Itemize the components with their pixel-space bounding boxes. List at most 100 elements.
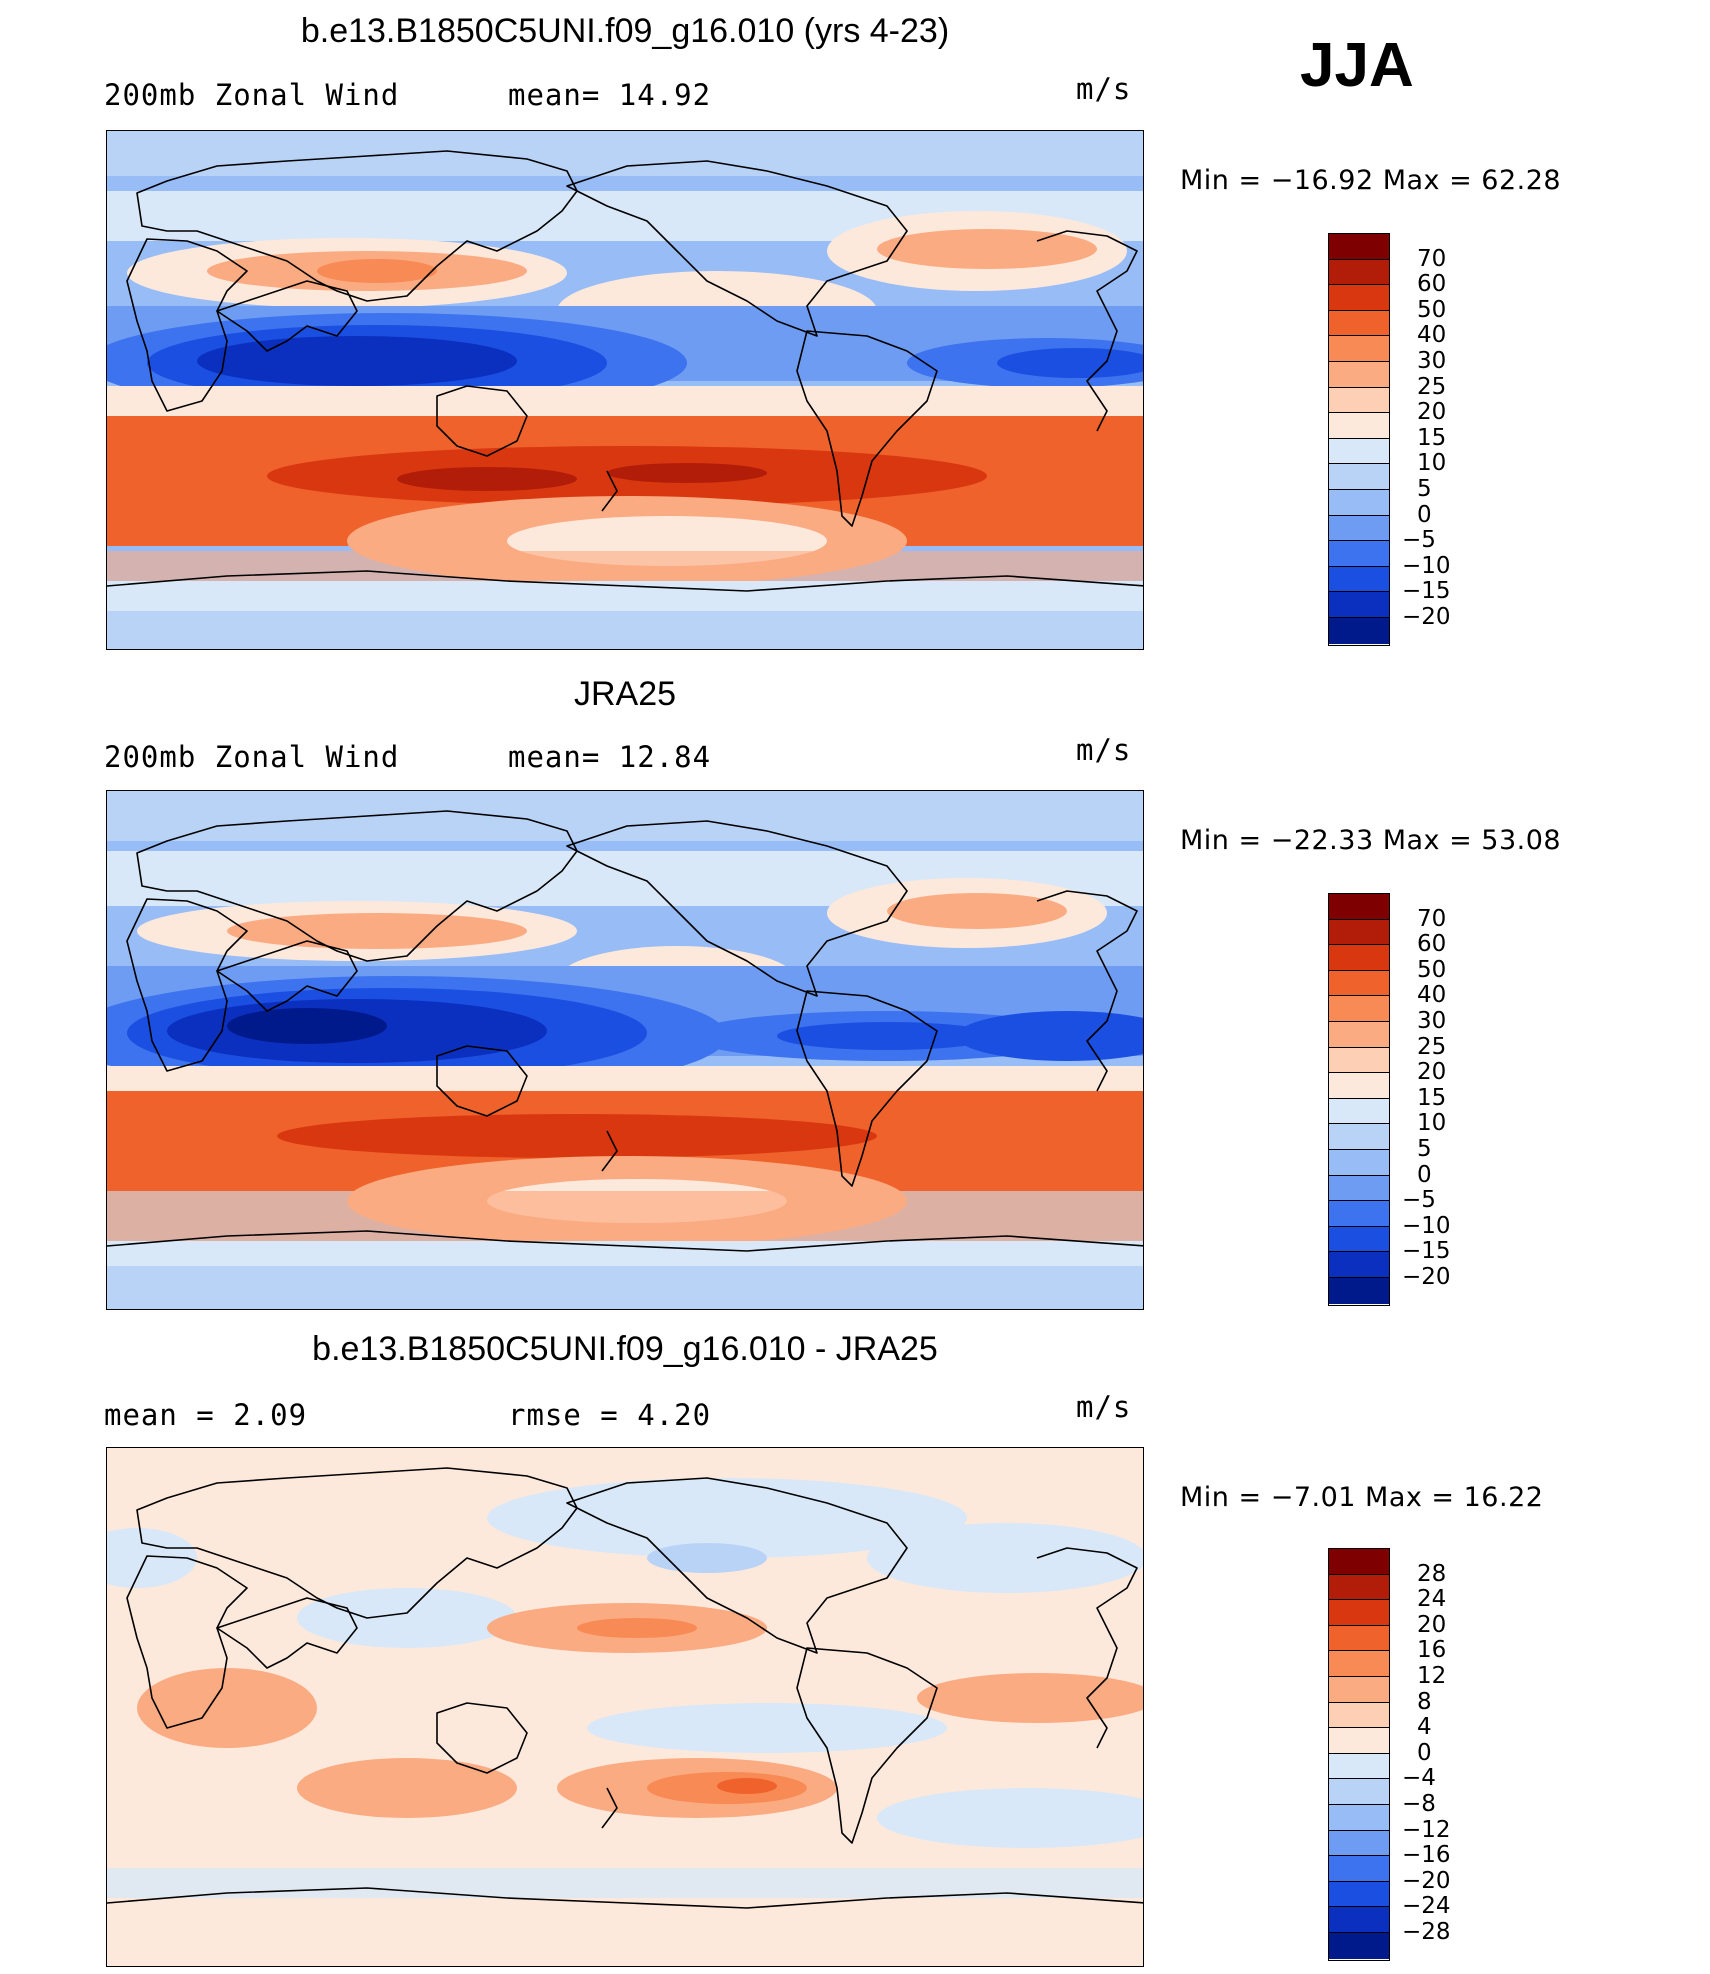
colorbar-tick-label: 10	[1417, 450, 1447, 477]
colorbar-swatch	[1329, 1702, 1389, 1729]
colorbar-swatch	[1329, 1047, 1389, 1074]
colorbar-tick-label: 28	[1417, 1560, 1447, 1587]
panel-2-mean-label: mean= 12.84	[508, 740, 712, 774]
colorbar-tick-label: 25	[1417, 1033, 1447, 1060]
colorbar-tick-label: −20	[1402, 1867, 1451, 1894]
colorbar-swatch	[1329, 259, 1389, 286]
season-label: JJA	[1300, 31, 1414, 100]
panel-2-title: JRA25	[573, 675, 677, 713]
colorbar-tick-label: 5	[1417, 1136, 1432, 1162]
colorbar-tick-label: 8	[1417, 1688, 1432, 1715]
panel-3-units: m/s	[1076, 1390, 1132, 1424]
colorbar-tick-label: −8	[1402, 1791, 1436, 1817]
colorbar-swatch	[1329, 1277, 1389, 1304]
colorbar-swatch	[1329, 1252, 1389, 1278]
colorbar-swatch	[1329, 1226, 1389, 1253]
colorbar-tick-label: 25	[1417, 373, 1447, 400]
colorbar-tick-label: 50	[1417, 956, 1447, 983]
panel-1-map	[106, 130, 1144, 650]
colorbar-tick-label: 50	[1417, 296, 1447, 323]
colorbar-swatch	[1329, 1779, 1389, 1805]
panel-2-minmax: Min = −22.33 Max = 53.08	[1180, 825, 1562, 856]
panel-2-map	[106, 790, 1144, 1310]
colorbar-tick-label: −15	[1402, 1238, 1451, 1265]
panel-1-minmax: Min = −16.92 Max = 62.28	[1180, 165, 1562, 196]
colorbar-tick-label: 20	[1417, 399, 1447, 426]
colorbar-swatch	[1329, 1625, 1389, 1652]
colorbar-swatch	[1329, 489, 1389, 516]
colorbar-tick-label: −15	[1402, 578, 1451, 605]
colorbar-swatch	[1329, 996, 1389, 1022]
colorbar-swatch	[1329, 1856, 1389, 1882]
panel-3-map	[106, 1447, 1144, 1967]
colorbar-swatch	[1329, 1804, 1389, 1831]
panel-2-field-label: 200mb Zonal Wind	[104, 740, 400, 774]
colorbar-swatch	[1329, 1651, 1389, 1677]
colorbar-tick-label: −10	[1402, 552, 1451, 579]
colorbar-swatch	[1329, 1907, 1389, 1933]
colorbar-tick-label: −5	[1402, 527, 1436, 554]
panel-3-title: b.e13.B1850C5UNI.f09_g16.010 - JRA25	[312, 1330, 938, 1368]
colorbar-tick-label: 0	[1417, 1161, 1432, 1188]
colorbar-tick-label: −28	[1402, 1919, 1451, 1945]
colorbar-tick-label: 15	[1417, 1084, 1447, 1111]
panel-3-minmax: Min = −7.01 Max = 16.22	[1180, 1482, 1544, 1513]
colorbar-tick-label: −12	[1402, 1816, 1451, 1843]
colorbar-swatch	[1329, 387, 1389, 414]
colorbar-tick-label: −10	[1402, 1212, 1451, 1239]
panel-1-field-label: 200mb Zonal Wind	[104, 78, 400, 112]
colorbar-swatch	[1329, 1753, 1389, 1780]
colorbar-swatch	[1329, 1574, 1389, 1601]
colorbar-swatch	[1329, 541, 1389, 567]
colorbar-tick-label: 4	[1417, 1714, 1432, 1741]
colorbar-tick-label: 30	[1417, 348, 1447, 374]
colorbar-tick-label: 5	[1417, 476, 1432, 502]
panel-2-units: m/s	[1076, 733, 1132, 767]
colorbar-tick-label: 60	[1417, 271, 1447, 298]
colorbar-swatch	[1329, 336, 1389, 362]
panel-2-colorbar	[1328, 893, 1390, 1306]
panel-1-colorbar	[1328, 233, 1390, 646]
colorbar-swatch	[1329, 413, 1389, 439]
colorbar-tick-label: −20	[1402, 604, 1451, 630]
colorbar-tick-label: −24	[1402, 1893, 1451, 1920]
panel-3-mean-label: mean = 2.09	[104, 1398, 308, 1432]
colorbar-swatch	[1329, 919, 1389, 946]
colorbar-tick-label: 30	[1417, 1008, 1447, 1034]
colorbar-swatch	[1329, 310, 1389, 337]
panel-1-mean-label: mean= 14.92	[508, 78, 712, 112]
colorbar-tick-label: −5	[1402, 1187, 1436, 1214]
colorbar-tick-label: −4	[1402, 1765, 1436, 1792]
panel-1-title: b.e13.B1850C5UNI.f09_g16.010 (yrs 4-23)	[300, 12, 950, 50]
colorbar-tick-label: 40	[1417, 982, 1447, 1009]
colorbar-swatch	[1329, 970, 1389, 997]
colorbar-swatch	[1329, 1175, 1389, 1202]
colorbar-swatch	[1329, 464, 1389, 490]
panel-3-colorbar	[1328, 1548, 1390, 1961]
colorbar-swatch	[1329, 234, 1389, 260]
colorbar-swatch	[1329, 617, 1389, 644]
colorbar-swatch	[1329, 1600, 1389, 1626]
colorbar-tick-label: 15	[1417, 424, 1447, 451]
colorbar-swatch	[1329, 1149, 1389, 1176]
colorbar-tick-label: 70	[1417, 905, 1447, 932]
colorbar-swatch	[1329, 515, 1389, 542]
colorbar-swatch	[1329, 1549, 1389, 1575]
colorbar-swatch	[1329, 361, 1389, 388]
colorbar-swatch	[1329, 1021, 1389, 1048]
colorbar-tick-label: 12	[1417, 1663, 1447, 1689]
colorbar-swatch	[1329, 1201, 1389, 1227]
colorbar-swatch	[1329, 894, 1389, 920]
colorbar-swatch	[1329, 1881, 1389, 1908]
colorbar-swatch	[1329, 592, 1389, 618]
colorbar-swatch	[1329, 285, 1389, 311]
colorbar-tick-label: 20	[1417, 1059, 1447, 1086]
colorbar-tick-label: 24	[1417, 1586, 1447, 1613]
colorbar-swatch	[1329, 1124, 1389, 1150]
colorbar-tick-label: 60	[1417, 931, 1447, 958]
panel-1-units: m/s	[1076, 72, 1132, 106]
colorbar-swatch	[1329, 945, 1389, 971]
colorbar-tick-label: 0	[1417, 1739, 1432, 1766]
colorbar-swatch	[1329, 1073, 1389, 1099]
colorbar-swatch	[1329, 566, 1389, 593]
